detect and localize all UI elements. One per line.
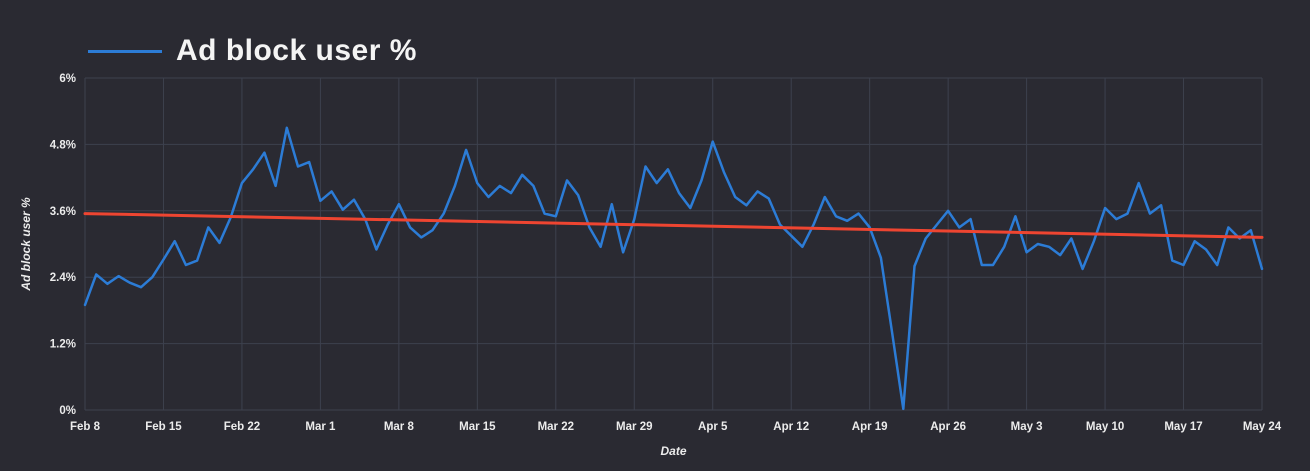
y-tick-label: 1.2% xyxy=(50,339,76,351)
x-tick-label: May 24 xyxy=(1243,421,1282,433)
x-tick-label: Mar 15 xyxy=(459,421,496,433)
x-tick-label: Mar 8 xyxy=(384,421,415,433)
x-tick-label: May 10 xyxy=(1086,421,1124,433)
x-tick-label: Feb 8 xyxy=(70,421,101,433)
trend-line[interactable] xyxy=(83,212,1264,239)
y-axis-label: Ad block user % xyxy=(19,197,33,292)
x-tick-label: Feb 15 xyxy=(145,421,182,433)
legend-item-adblock[interactable]: Ad block user % xyxy=(88,36,417,66)
y-tick-label: 6% xyxy=(59,73,76,85)
x-tick-label: Feb 22 xyxy=(224,421,260,433)
x-tick-label: Mar 29 xyxy=(616,421,652,433)
legend-line-swatch xyxy=(88,49,162,53)
x-tick-label: Mar 22 xyxy=(538,421,574,433)
x-tick-label: Apr 12 xyxy=(773,421,809,433)
x-tick-label: Apr 5 xyxy=(698,421,728,433)
y-tick-label: 3.6% xyxy=(50,206,76,218)
chart-title: Ad block user % xyxy=(176,34,417,67)
y-tick-label: 0% xyxy=(59,405,76,417)
x-tick-label: May 3 xyxy=(1011,421,1043,433)
y-tick-label: 4.8% xyxy=(50,139,76,151)
x-tick-label: Apr 26 xyxy=(930,421,966,433)
x-tick-label: Apr 19 xyxy=(852,421,888,433)
x-tick-label: May 17 xyxy=(1164,421,1202,433)
series-adblock-line[interactable] xyxy=(83,126,1264,411)
y-tick-label: 2.4% xyxy=(50,272,76,284)
x-axis-label: Date xyxy=(660,444,686,458)
x-tick-label: Mar 1 xyxy=(305,421,336,433)
